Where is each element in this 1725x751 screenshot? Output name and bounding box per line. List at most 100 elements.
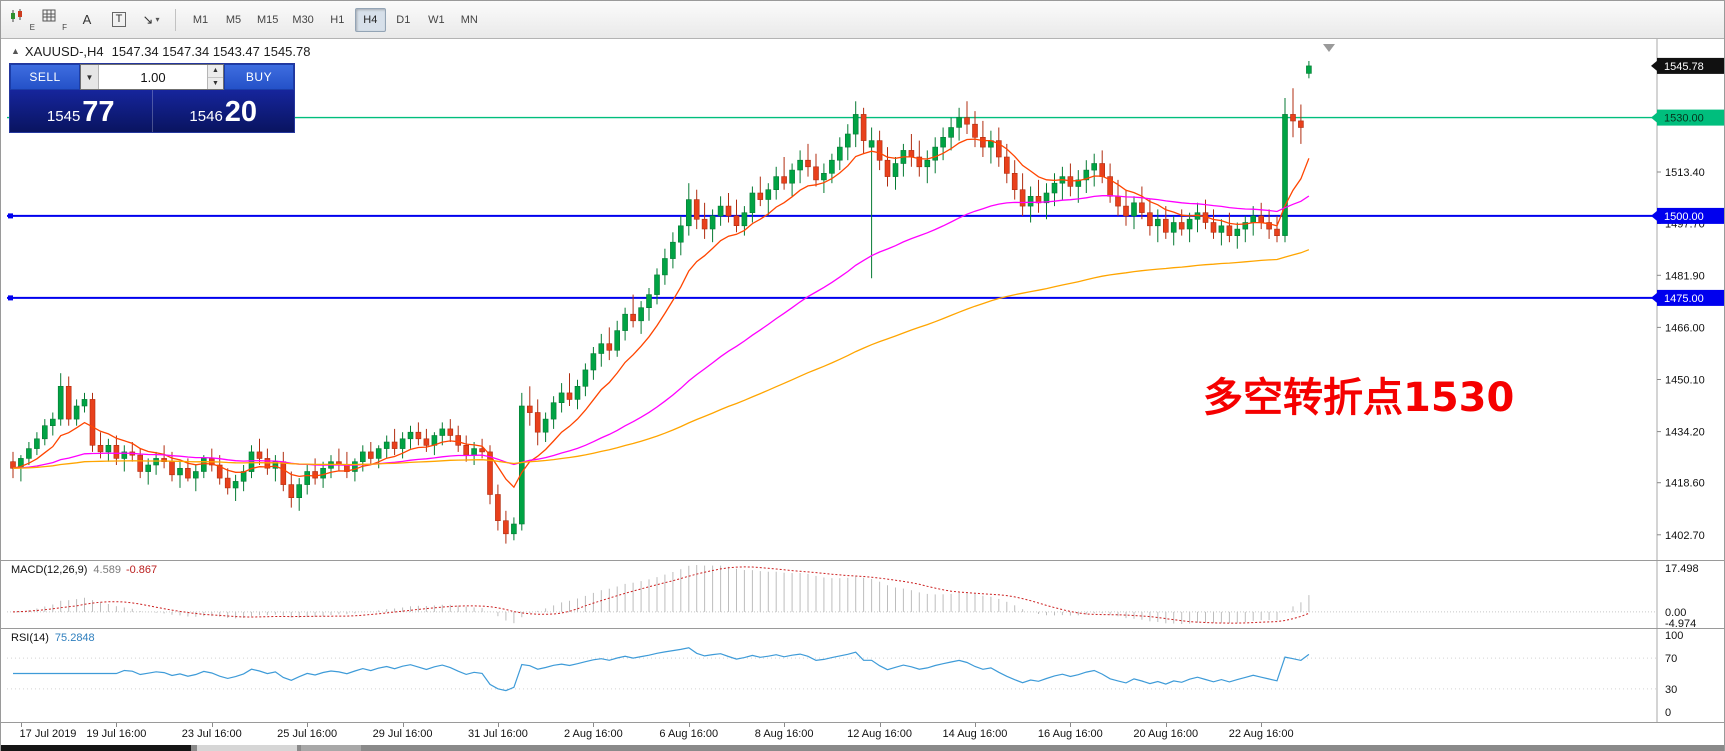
time-axis-tick xyxy=(593,723,595,727)
macd-main-value: 4.589 xyxy=(93,564,121,576)
window-bottom-strip xyxy=(1,745,1724,751)
macd-canvas[interactable]: 17.498 0.00-4.974 xyxy=(1,561,1725,628)
price-chart-panel: 1513.40 1497.70 1481.90 1466.00 1450.10 1434.… xyxy=(1,39,1724,561)
svg-text:1418.60: 1418.60 xyxy=(1665,478,1705,490)
arrow-glyph: ↘ xyxy=(142,11,154,27)
sell-price[interactable]: 1545 77 xyxy=(10,90,153,132)
sell-price-small: 1545 xyxy=(46,108,81,125)
svg-text:1402.70: 1402.70 xyxy=(1665,530,1705,542)
svg-text:-4.974: -4.974 xyxy=(1665,618,1696,628)
buy-price-small: 1546 xyxy=(189,108,223,125)
trade-panel-collapse-icon[interactable]: ▲ xyxy=(11,46,20,56)
volume-stepper: ▲ ▼ xyxy=(207,65,223,89)
toolbar-separator xyxy=(175,8,176,31)
text-annotation-icon[interactable]: A xyxy=(72,7,102,33)
volume-box: ▼ 1.00 ▲ ▼ xyxy=(80,64,224,90)
icon-sub-letter: E xyxy=(29,22,35,32)
timeframe-d1[interactable]: D1 xyxy=(388,8,419,32)
time-axis-tick xyxy=(1070,723,1072,727)
rsi-label: RSI(14) 75.2848 xyxy=(11,632,95,644)
timeframe-h4[interactable]: H4 xyxy=(354,7,386,32)
volume-step-down[interactable]: ▼ xyxy=(208,77,223,89)
time-axis-tick xyxy=(1165,723,1167,727)
svg-text:1434.20: 1434.20 xyxy=(1665,427,1705,439)
symbol-info: ▲ XAUUSD-,H4 1547.34 1547.34 1543.47 1545.… xyxy=(11,44,310,59)
svg-text:1475.00: 1475.00 xyxy=(1664,293,1704,305)
candlestick-glyph xyxy=(11,8,22,22)
svg-text:1530.00: 1530.00 xyxy=(1664,113,1704,125)
timeframe-m15[interactable]: M15 xyxy=(251,8,284,32)
time-axis-label: 25 Jul 16:00 xyxy=(277,728,338,740)
time-axis-label: 31 Jul 16:00 xyxy=(467,728,528,740)
volume-step-up[interactable]: ▲ xyxy=(208,65,223,78)
rsi-value: 75.2848 xyxy=(54,632,95,644)
rsi-line xyxy=(13,647,1310,692)
time-axis-label: 17 Jul 2019 xyxy=(19,728,77,740)
timeframe-m30[interactable]: M30 xyxy=(286,8,319,32)
textbox-icon[interactable]: T xyxy=(104,7,134,33)
price-chart-canvas[interactable]: 1513.401497.701481.901466.001450.101434.… xyxy=(1,39,1725,560)
timeframe-m1[interactable]: M1 xyxy=(185,8,216,32)
time-axis-label: 23 Jul 16:00 xyxy=(181,728,242,740)
time-axis-label: 14 Aug 16:00 xyxy=(942,728,1008,740)
timeframe-m5[interactable]: M5 xyxy=(218,8,249,32)
macd-histogram xyxy=(20,565,1310,624)
time-axis-label: 12 Aug 16:00 xyxy=(847,728,912,740)
candlestick-template-icon[interactable]: E xyxy=(8,7,38,33)
time-axis-label: 22 Aug 16:00 xyxy=(1228,728,1294,740)
macd-panel: 17.498 0.00 -4.974 MACD(12,26,9) 4.589 -0.86… xyxy=(1,561,1724,629)
buy-button[interactable]: BUY xyxy=(224,64,294,90)
rsi-canvas[interactable]: 100 70 30 0 xyxy=(1,629,1725,722)
grid-template-icon[interactable]: F xyxy=(40,7,70,33)
svg-text:1513.40: 1513.40 xyxy=(1665,167,1705,179)
candles-layer xyxy=(10,61,1312,544)
time-axis-label: 29 Jul 16:00 xyxy=(372,728,433,740)
time-axis-tick xyxy=(879,723,881,727)
chart-annotation-text: 多空转折点1530 xyxy=(1203,375,1515,421)
time-axis-tick xyxy=(20,723,22,727)
bottom-strip-segment2 xyxy=(301,745,361,751)
bottom-strip-segment xyxy=(1,745,191,751)
time-axis[interactable]: 17 Jul 2019 19 Jul 16:00 23 Jul 16:00 25 Ju… xyxy=(1,723,1724,745)
chart-shift-marker[interactable] xyxy=(1323,44,1335,52)
price-tags-layer: 1545.78 1530.00 1500.00 1475.00 xyxy=(1651,57,1724,306)
svg-text:17.498: 17.498 xyxy=(1665,563,1699,575)
svg-text:0: 0 xyxy=(1665,707,1671,719)
timeframe-mn[interactable]: MN xyxy=(454,8,485,32)
horizontal-lines-layer[interactable] xyxy=(7,116,1657,301)
icon-sub-letter: F xyxy=(62,22,67,32)
svg-text:1481.90: 1481.90 xyxy=(1665,270,1705,282)
time-axis-label: 19 Jul 16:00 xyxy=(86,728,147,740)
timeframe-h1[interactable]: H1 xyxy=(322,8,353,32)
rsi-panel: 100 70 30 0 RSI(14) 75.2848 xyxy=(1,629,1724,723)
shapes-arrow-icon[interactable]: ↘ ▾ xyxy=(136,7,166,33)
grid-glyph xyxy=(42,9,56,21)
time-axis-tick xyxy=(307,723,309,727)
volume-input[interactable]: 1.00 xyxy=(140,69,166,85)
time-axis-label: 16 Aug 16:00 xyxy=(1037,728,1103,740)
volume-dropdown-icon[interactable]: ▼ xyxy=(81,65,99,89)
time-axis-label: 8 Aug 16:00 xyxy=(754,728,814,740)
time-axis-tick xyxy=(497,723,499,727)
svg-text:1545.78: 1545.78 xyxy=(1664,61,1704,73)
time-axis-label: 2 Aug 16:00 xyxy=(563,728,623,740)
time-axis-tick xyxy=(116,723,118,727)
time-axis-label: 6 Aug 16:00 xyxy=(659,728,719,740)
time-axis-tick xyxy=(784,723,786,727)
buy-price[interactable]: 1546 20 xyxy=(153,90,295,132)
svg-text:1500.00: 1500.00 xyxy=(1664,211,1704,223)
time-axis-label: 20 Aug 16:00 xyxy=(1133,728,1199,740)
sell-button[interactable]: SELL xyxy=(10,64,80,90)
timeframe-w1[interactable]: W1 xyxy=(421,8,452,32)
chevron-down-icon: ▾ xyxy=(155,15,160,24)
macd-signal-line xyxy=(12,566,1310,624)
symbol-ohlc-values: 1547.34 1547.34 1543.47 1545.78 xyxy=(111,44,311,59)
buy-price-big: 20 xyxy=(224,96,258,128)
sell-price-big: 77 xyxy=(82,96,115,128)
svg-text:1450.10: 1450.10 xyxy=(1665,375,1705,387)
letter-a-glyph: A xyxy=(82,12,92,27)
macd-label: MACD(12,26,9) 4.589 -0.867 xyxy=(11,564,157,576)
time-axis-tick xyxy=(688,723,690,727)
time-axis-tick xyxy=(402,723,404,727)
